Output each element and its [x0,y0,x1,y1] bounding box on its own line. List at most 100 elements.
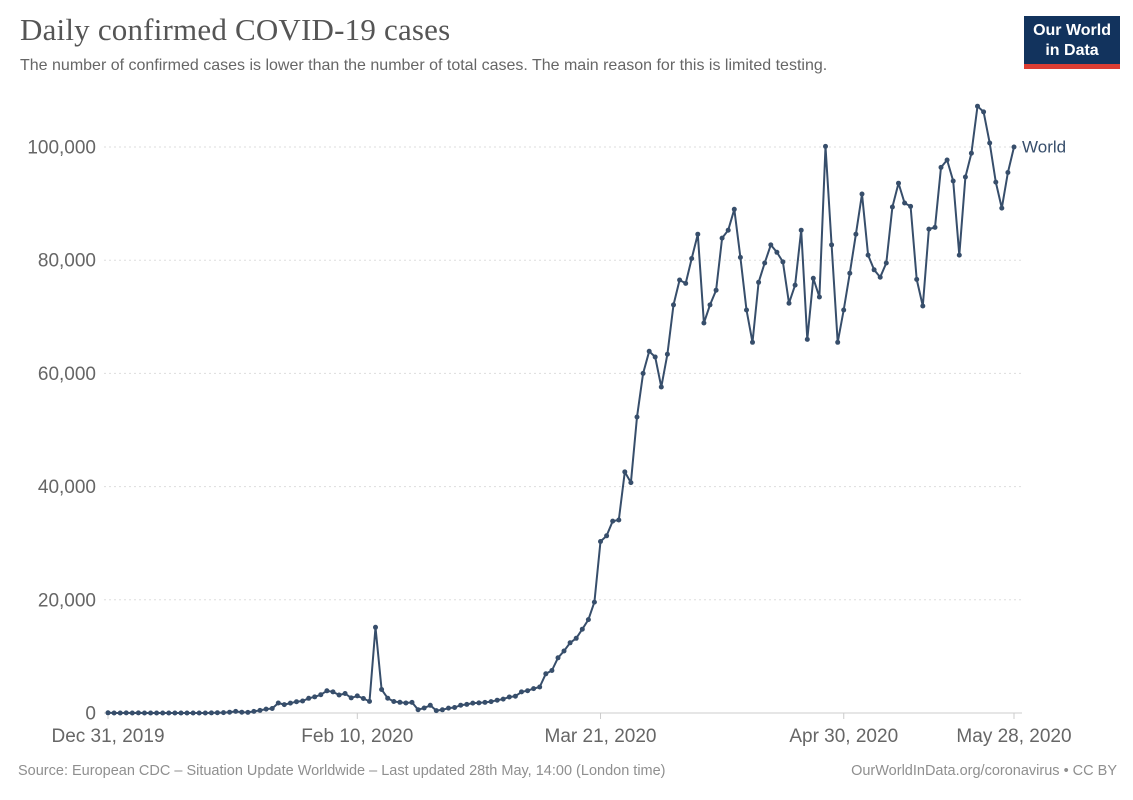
data-point[interactable] [652,354,658,360]
data-point[interactable] [573,635,579,641]
data-point[interactable] [476,700,482,706]
data-point[interactable] [458,702,464,708]
data-point[interactable] [403,700,409,706]
data-point[interactable] [214,710,220,716]
data-point[interactable] [379,687,385,692]
data-point[interactable] [750,339,755,345]
data-point[interactable] [367,698,372,704]
data-point[interactable] [190,710,196,716]
data-point[interactable] [598,539,603,544]
data-point[interactable] [263,706,269,712]
world-series-line[interactable] [107,105,1015,714]
data-point[interactable] [415,707,421,713]
data-point[interactable] [871,267,877,273]
data-point[interactable] [847,270,853,276]
data-point[interactable] [281,702,287,708]
data-point[interactable] [658,384,664,390]
data-point[interactable] [829,242,835,248]
data-point[interactable] [786,300,792,306]
data-point[interactable] [184,710,190,716]
data-point[interactable] [464,701,470,707]
data-point[interactable] [391,699,397,704]
data-point[interactable] [695,231,701,237]
data-point[interactable] [111,710,117,716]
data-point[interactable] [269,706,275,711]
data-point[interactable] [1005,170,1011,175]
data-point[interactable] [470,700,476,706]
data-point[interactable] [804,336,810,342]
data-point[interactable] [877,274,883,280]
data-point[interactable] [938,164,944,170]
data-point[interactable] [1011,144,1017,150]
data-point[interactable] [859,191,865,197]
data-point[interactable] [987,140,993,146]
data-point[interactable] [762,260,768,266]
data-point[interactable] [585,617,591,623]
data-point[interactable] [756,279,762,285]
data-point[interactable] [713,287,719,293]
data-point[interactable] [208,710,214,716]
data-point[interactable] [744,307,749,313]
data-point[interactable] [634,414,640,420]
data-point[interactable] [537,684,543,690]
data-point[interactable] [914,276,920,282]
data-point[interactable] [239,709,245,715]
data-point[interactable] [798,227,804,233]
data-point[interactable] [129,710,135,716]
data-point[interactable] [245,709,251,715]
data-point[interactable] [664,351,670,357]
data-point[interactable] [628,480,634,486]
data-point[interactable] [446,705,451,711]
data-point[interactable] [561,648,567,654]
data-point[interactable] [531,686,537,692]
data-point[interactable] [160,710,166,716]
data-point[interactable] [981,109,987,115]
data-point[interactable] [816,294,822,300]
data-point[interactable] [549,668,555,673]
owid-logo[interactable]: Our World in Data [1024,16,1120,69]
data-point[interactable] [865,252,871,258]
data-point[interactable] [646,348,652,354]
data-point[interactable] [993,179,999,185]
data-point[interactable] [908,203,914,209]
data-point[interactable] [294,699,299,705]
data-point[interactable] [950,178,956,184]
data-point[interactable] [348,695,354,701]
data-point[interactable] [622,469,628,475]
data-point[interactable] [610,518,616,524]
data-point[interactable] [494,697,500,703]
data-point[interactable] [123,710,129,716]
data-point[interactable] [178,710,184,716]
data-point[interactable] [427,702,433,708]
data-point[interactable] [543,671,549,677]
data-point[interactable] [397,699,403,705]
data-point[interactable] [300,698,306,704]
data-point[interactable] [853,231,859,237]
data-point[interactable] [792,282,798,288]
data-point[interactable] [421,705,427,711]
data-point[interactable] [166,710,172,716]
data-point[interactable] [306,695,312,701]
data-point[interactable] [287,700,293,706]
data-point[interactable] [482,699,488,705]
line-chart-canvas[interactable]: 0 20,000 40,000 60,000 80,000 100,000 Dec 31, … [0,88,1133,760]
data-point[interactable] [707,302,713,308]
data-point[interactable] [719,235,725,241]
data-point[interactable] [135,710,141,716]
data-point[interactable] [701,320,707,326]
data-point[interactable] [172,710,178,716]
data-point[interactable] [154,710,160,716]
data-point[interactable] [932,224,938,230]
data-point[interactable] [926,226,932,232]
data-point[interactable] [196,710,202,716]
data-point[interactable] [275,700,281,706]
data-point[interactable] [896,180,901,186]
data-point[interactable] [221,710,226,716]
data-point[interactable] [737,254,743,260]
data-point[interactable] [336,692,342,698]
data-point[interactable] [962,174,968,180]
data-point[interactable] [944,157,950,163]
data-point[interactable] [671,302,676,308]
data-point[interactable] [433,708,439,714]
data-point[interactable] [689,256,695,261]
